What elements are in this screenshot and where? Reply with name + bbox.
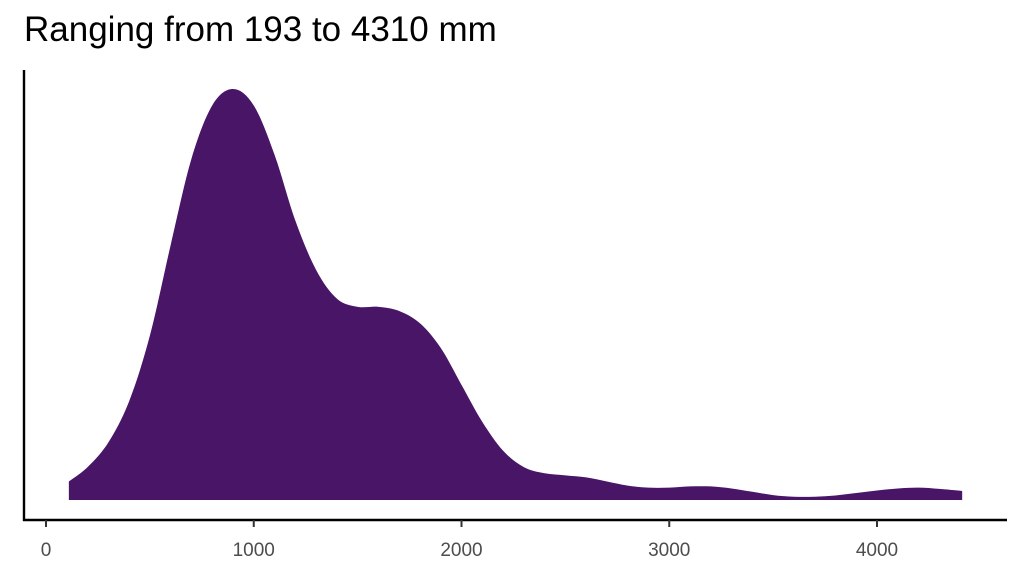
x-tick-label: 4000 — [856, 540, 898, 561]
x-tick-label: 3000 — [648, 540, 690, 561]
x-tick-label: 0 — [41, 540, 52, 561]
density-area — [68, 89, 963, 500]
chart-title: Ranging from 193 to 4310 mm — [24, 10, 497, 49]
x-axis-ticks: 0 1000 2000 3000 4000 — [41, 520, 898, 561]
x-tick-label: 2000 — [440, 540, 482, 561]
x-tick-label: 1000 — [233, 540, 275, 561]
